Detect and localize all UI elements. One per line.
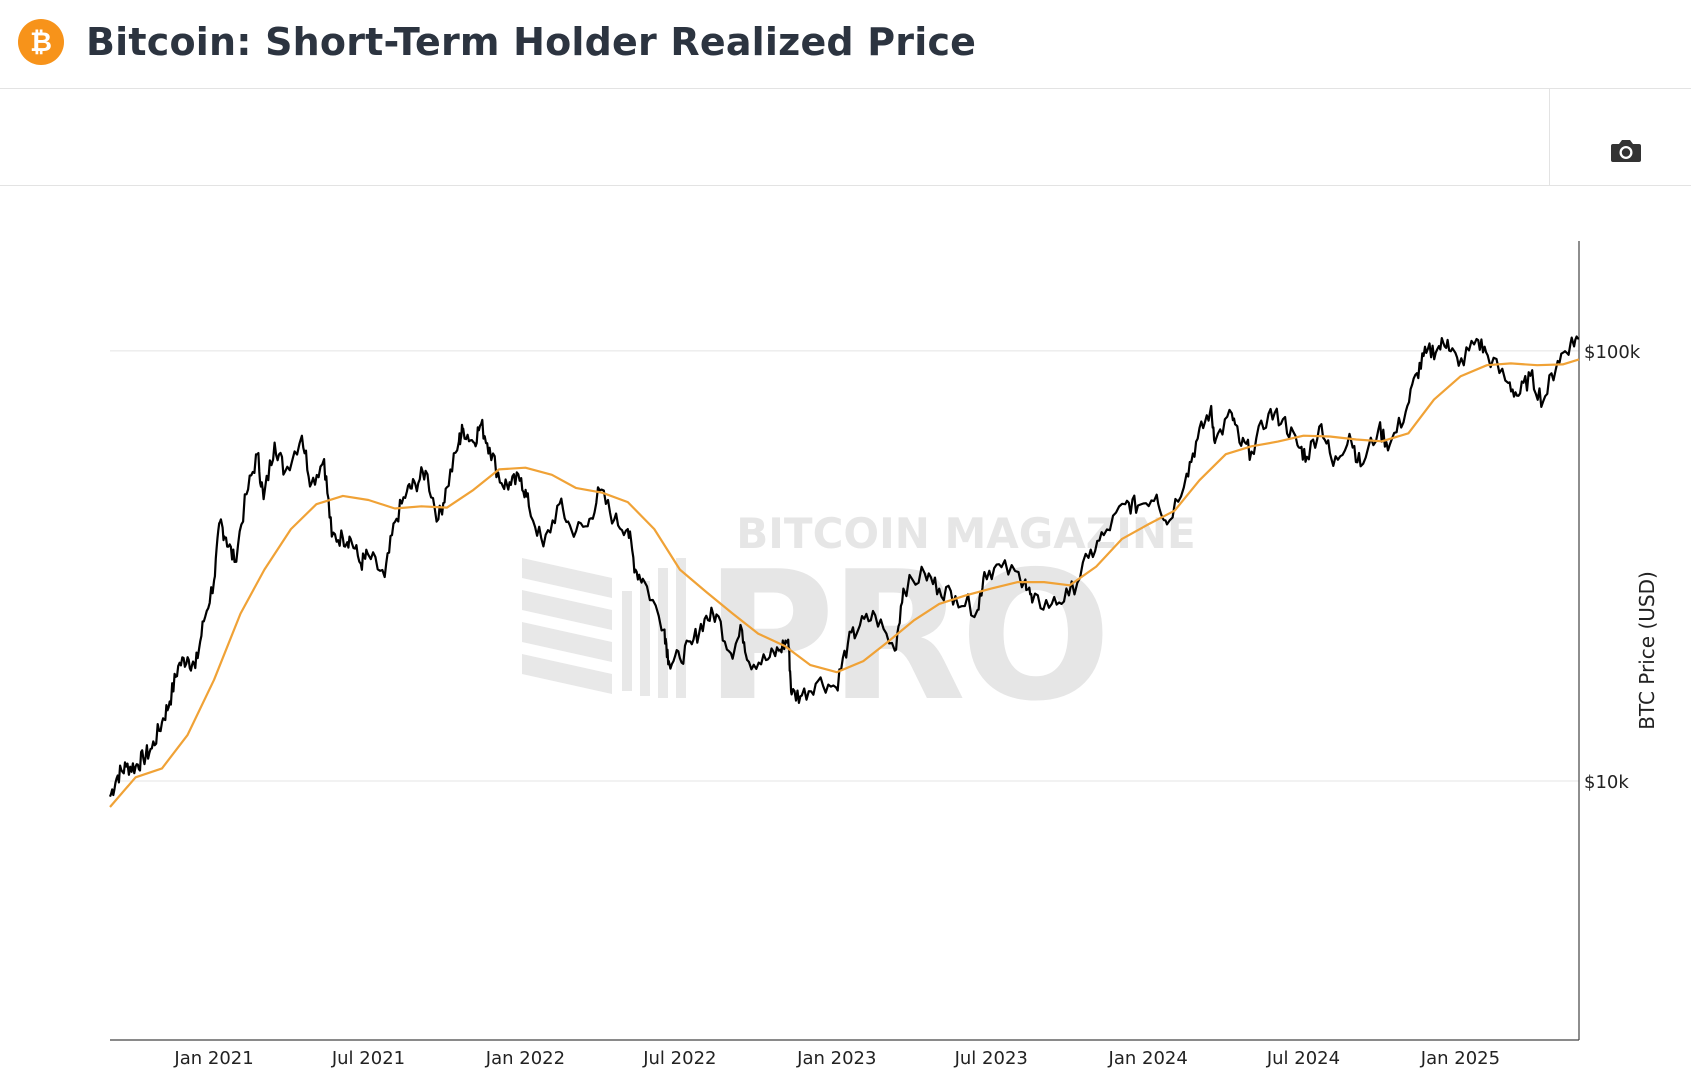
series-layer <box>108 335 1580 808</box>
x-tick-label: Jul 2021 <box>331 1048 405 1069</box>
watermark-line2: PRO <box>705 533 1106 740</box>
chart-toolbar <box>0 89 1691 186</box>
x-tick-label: Jan 2023 <box>796 1048 876 1069</box>
x-tick-label: Jan 2024 <box>1108 1048 1188 1069</box>
tick-labels: $10k $100k Jan 2021 Jul 2021 Jan 2022 Jul 202… <box>173 342 1640 1069</box>
camera-icon[interactable] <box>1608 136 1642 166</box>
watermark-line1: BITCOIN MAGAZINE <box>736 509 1195 558</box>
watermark: BITCOIN MAGAZINE PRO <box>522 509 1196 740</box>
series-line-btc-price <box>108 335 1580 798</box>
x-tick-label: Jul 2022 <box>642 1048 716 1069</box>
header-bar: ₿ Bitcoin: Short-Term Holder Realized Pr… <box>0 0 1691 89</box>
chart-area: BITCOIN MAGAZINE PRO $10k $100k Jan 2021 Ju… <box>108 241 1659 1069</box>
y-axis-label: BTC Price (USD) <box>1635 571 1659 730</box>
x-tick-label: Jan 2022 <box>485 1048 565 1069</box>
toolbar-divider <box>1549 89 1550 185</box>
y-tick-label: $100k <box>1584 342 1641 363</box>
x-tick-label: Jul 2023 <box>954 1048 1028 1069</box>
series-line-sth-realized-price <box>109 358 1580 808</box>
x-tick-label: Jul 2024 <box>1266 1048 1340 1069</box>
watermark-stripes <box>522 558 686 698</box>
axes <box>110 241 1580 1041</box>
bitcoin-logo-icon: ₿ <box>18 19 64 65</box>
y-tick-label: $10k <box>1584 772 1629 793</box>
bitcoin-logo-glyph: ₿ <box>30 27 52 58</box>
x-tick-label: Jan 2025 <box>1420 1048 1500 1069</box>
page-title: Bitcoin: Short-Term Holder Realized Pric… <box>86 20 977 64</box>
grid <box>110 350 1579 782</box>
bitcoin-logo-circle <box>18 19 64 65</box>
x-tick-label: Jan 2021 <box>173 1048 253 1069</box>
